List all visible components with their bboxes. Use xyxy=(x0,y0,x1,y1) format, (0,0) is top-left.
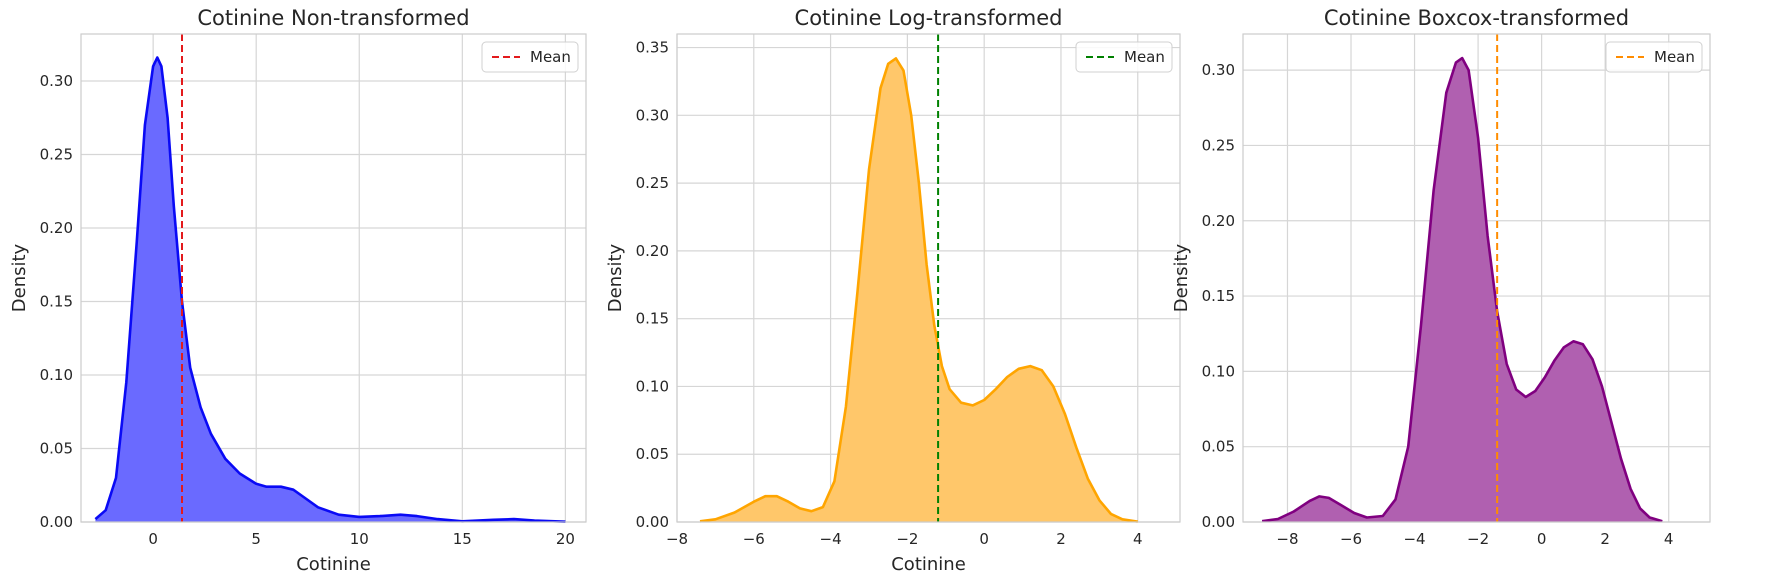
y-tick-label: 0.35 xyxy=(636,39,669,57)
y-tick-label: 0.00 xyxy=(40,513,73,531)
x-tick-label: 20 xyxy=(556,530,575,548)
y-tick-label: 0.15 xyxy=(636,310,669,328)
chart-title: Cotinine Boxcox-transformed xyxy=(1324,6,1629,30)
x-tick-label: 10 xyxy=(350,530,369,548)
x-axis-label: Cotinine xyxy=(296,554,371,575)
density-line xyxy=(94,56,566,523)
chart-title: Cotinine Log-transformed xyxy=(795,6,1063,30)
x-tick-label: −8 xyxy=(1276,530,1298,548)
y-tick-label: 0.00 xyxy=(636,513,669,531)
y-tick-label: 0.05 xyxy=(40,440,73,458)
y-tick-label: 0.10 xyxy=(40,366,73,384)
legend-box xyxy=(1075,41,1173,73)
y-tick-label: 0.00 xyxy=(1202,513,1235,531)
y-tick-label: 0.20 xyxy=(1202,212,1235,230)
density-area xyxy=(700,58,1138,523)
x-tick-label: −2 xyxy=(1467,530,1489,548)
y-tick-label: 0.30 xyxy=(636,106,669,124)
density-area xyxy=(1262,58,1663,522)
density-line xyxy=(699,57,1138,523)
y-tick-label: 0.15 xyxy=(1202,287,1235,305)
y-axis-label: Density xyxy=(1171,243,1192,312)
y-tick-label: 0.05 xyxy=(1202,438,1235,456)
legend-label: Mean xyxy=(530,48,571,66)
x-tick-label: 4 xyxy=(1664,530,1674,548)
y-tick-label: 0.05 xyxy=(636,445,669,463)
y-tick-label: 0.30 xyxy=(40,72,73,90)
x-tick-label: 2 xyxy=(1600,530,1610,548)
x-tick-label: −4 xyxy=(1403,530,1425,548)
legend-label: Mean xyxy=(1654,48,1695,66)
x-tick-label: 0 xyxy=(1537,530,1547,548)
x-axis-label: Cotinine xyxy=(891,554,966,575)
y-tick-label: 0.10 xyxy=(636,377,669,395)
y-tick-label: 0.25 xyxy=(40,146,73,164)
y-axis-label: Density xyxy=(605,243,626,312)
plot-frame xyxy=(80,33,587,523)
x-tick-label: −6 xyxy=(1340,530,1362,548)
x-tick-label: −2 xyxy=(896,530,918,548)
y-tick-label: 0.30 xyxy=(1202,61,1235,79)
y-tick-label: 0.25 xyxy=(1202,136,1235,154)
chart-panel-3: 0.00 0.05 0.10 0.15 0.20 0.25 0.30 −8 −6 −4 −2 0 2 4 C… xyxy=(1171,6,1711,548)
legend-label: Mean xyxy=(1124,48,1165,66)
legend-box xyxy=(1605,41,1703,73)
x-tick-label: 15 xyxy=(453,530,472,548)
y-tick-label: 0.25 xyxy=(636,174,669,192)
plot-frame xyxy=(1242,33,1711,523)
chart-panel-1: 0.00 0.05 0.10 0.15 0.20 0.25 0.30 0 5 10 15 20 Coti… xyxy=(9,6,587,575)
chart-title: Cotinine Non-transformed xyxy=(197,6,469,30)
density-line xyxy=(1261,56,1663,523)
legend-box xyxy=(481,41,579,73)
y-tick-label: 0.20 xyxy=(636,242,669,260)
y-tick-label: 0.15 xyxy=(40,293,73,311)
y-axis-label: Density xyxy=(9,243,30,312)
x-tick-label: −8 xyxy=(666,530,688,548)
x-tick-label: 5 xyxy=(251,530,261,548)
y-tick-label: 0.10 xyxy=(1202,362,1235,380)
legend: Mean xyxy=(1075,41,1173,73)
x-tick-label: 4 xyxy=(1133,530,1143,548)
plot-frame xyxy=(676,33,1181,523)
x-tick-label: −4 xyxy=(820,530,842,548)
chart-panel-2: 0.00 0.05 0.10 0.15 0.20 0.25 0.30 0.35 −8 −6 −4 −2… xyxy=(605,6,1181,575)
x-tick-label: 2 xyxy=(1056,530,1066,548)
x-tick-label: 0 xyxy=(979,530,989,548)
y-tick-label: 0.20 xyxy=(40,219,73,237)
density-area xyxy=(95,57,566,522)
x-tick-label: 0 xyxy=(148,530,158,548)
x-tick-label: −6 xyxy=(743,530,765,548)
legend: Mean xyxy=(1605,41,1703,73)
legend: Mean xyxy=(481,41,579,73)
